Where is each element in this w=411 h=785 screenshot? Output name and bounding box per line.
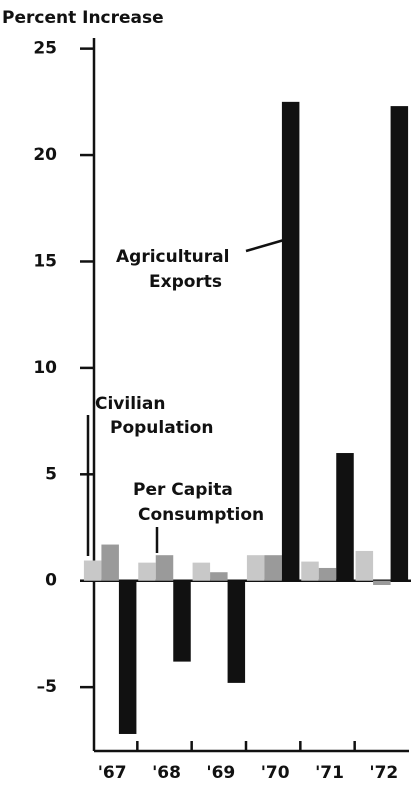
bar: [246, 555, 265, 581]
series-label-line: Civilian: [95, 394, 171, 414]
y-tick-label: 5: [45, 464, 57, 484]
series-label-line: Exports: [149, 272, 222, 292]
series-label-line: Agricultural: [116, 247, 235, 267]
bar: [336, 453, 354, 581]
x-tick-label: '69: [206, 763, 235, 783]
series-label: Civilian Population: [95, 394, 213, 438]
series-label: Agricultural Exports: [116, 247, 235, 292]
bar: [301, 561, 319, 581]
bar: [281, 101, 300, 581]
x-tick-label: '67: [98, 763, 127, 783]
bar: [118, 580, 137, 734]
y-tick-label: 15: [33, 251, 57, 271]
bar: [83, 560, 102, 581]
bar: [264, 555, 282, 581]
series-label-line: Per Capita: [133, 480, 239, 500]
y-tick-label: –5: [37, 677, 57, 697]
x-tick-label: '72: [369, 763, 398, 783]
leader-line: [245, 238, 285, 253]
series-label-line: Population: [110, 418, 213, 438]
x-tick-label: '68: [152, 763, 181, 783]
bar: [138, 562, 156, 581]
y-tick-label: 0: [45, 571, 57, 591]
x-tick-label: '71: [315, 763, 344, 783]
x-tick-label: '70: [261, 763, 290, 783]
y-axis-label: Percent Increase: [2, 8, 164, 28]
bar: [192, 562, 211, 581]
y-tick-label: 25: [33, 39, 57, 59]
y-tick-label: 20: [33, 145, 57, 165]
y-tick-label: 10: [33, 358, 57, 378]
bar: [355, 550, 374, 581]
bar: [155, 555, 174, 581]
bar: [373, 580, 391, 585]
bar: [210, 572, 228, 581]
bar: [227, 580, 246, 683]
bar: [101, 544, 119, 581]
bar: [318, 567, 337, 581]
bar: [173, 580, 191, 662]
series-label-line: Consumption: [138, 505, 264, 525]
series-label: Per Capita Consumption: [133, 480, 264, 525]
bar: [390, 106, 409, 581]
